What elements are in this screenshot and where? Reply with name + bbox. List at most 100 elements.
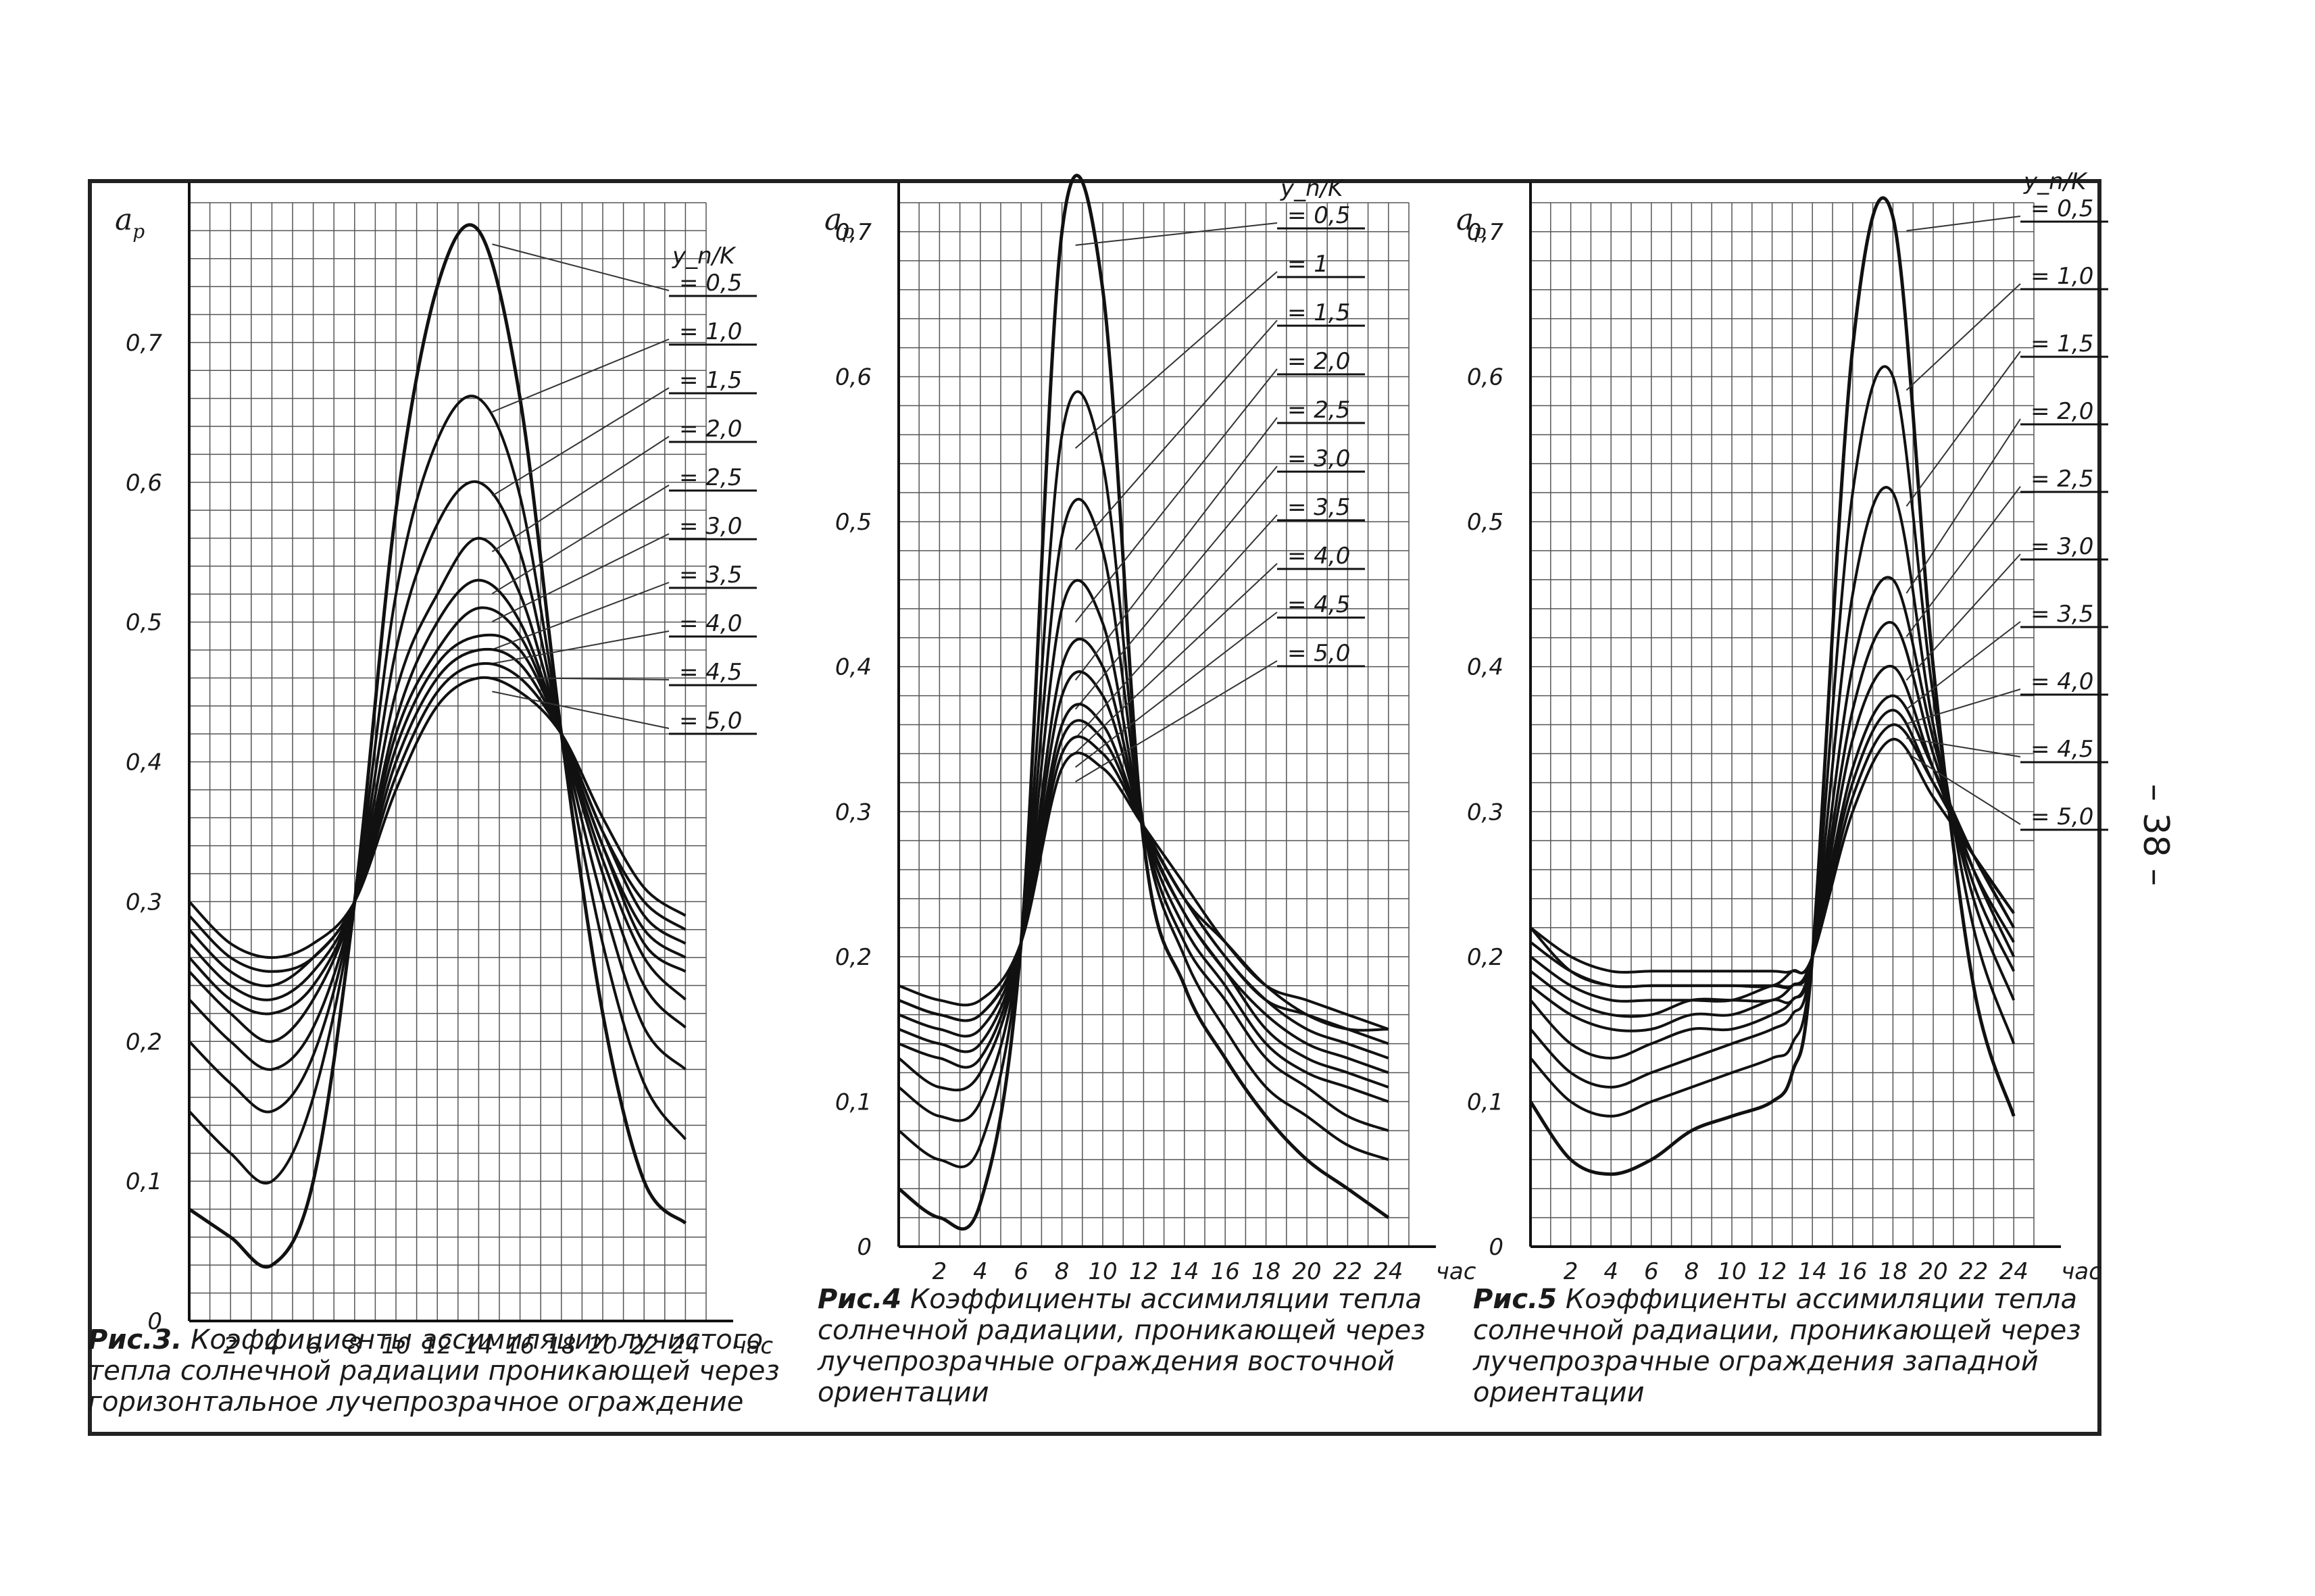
leader-line xyxy=(1906,553,2021,681)
x-tick-label: 12 xyxy=(1129,1258,1158,1285)
legend-label: = 3,0 xyxy=(2031,533,2093,560)
legend-label: = 1 xyxy=(1287,251,1328,278)
legend-header: y_n/K xyxy=(2023,168,2088,195)
caption-fig4-text: Коэффициенты ассимиляции тепла солнечной… xyxy=(818,1284,1426,1408)
series-line-4.5 xyxy=(898,735,1389,1032)
leader-line xyxy=(1074,612,1278,768)
series-line-0.5 xyxy=(897,174,1390,1231)
x-tick-label: 4 xyxy=(1603,1258,1618,1285)
leader-line xyxy=(1906,737,2021,757)
leader-line xyxy=(1074,368,1278,623)
y-tick-label: 0,5 xyxy=(126,609,162,637)
legend-label: = 1,0 xyxy=(679,318,742,345)
legend-label: = 4,0 xyxy=(2031,668,2093,695)
series-line-5.0 xyxy=(188,676,687,959)
chart-4: 00,10,20,30,40,50,60,72 4 6 8 10 12 14 16 18 20 22… xyxy=(824,174,1476,1285)
x-tick-label: 16 xyxy=(1838,1258,1867,1285)
legend-label: = 1,5 xyxy=(2031,330,2093,357)
leader-line xyxy=(1906,283,2021,391)
x-tick-label: 2 xyxy=(932,1258,947,1285)
y-tick-label: 0,3 xyxy=(126,889,162,916)
y-tick-label: 0,2 xyxy=(126,1028,162,1055)
leader-line xyxy=(491,436,670,553)
y-tick-label: 0,7 xyxy=(1467,219,1503,246)
series-line-1.5 xyxy=(897,497,1389,1132)
x-tick-label: 22 xyxy=(1333,1258,1362,1285)
caption-fig3: Рис.3. Коэффициенты ассимиляции лучистог… xyxy=(88,1324,818,1418)
y-tick-label: 0,6 xyxy=(835,364,872,391)
x-tick-label: 12 xyxy=(1758,1258,1787,1285)
leader-line xyxy=(1075,660,1278,782)
x-axis-title: час xyxy=(732,1332,773,1360)
leader-line xyxy=(492,691,670,729)
leader-line xyxy=(491,533,670,622)
x-axis-title: час xyxy=(1436,1258,1476,1285)
x-tick-label: 24 xyxy=(1374,1258,1403,1285)
series-line-1.5 xyxy=(188,480,687,1114)
x-tick-label: 24 xyxy=(671,1332,700,1360)
series-line-3.5 xyxy=(188,633,687,1001)
series-line-5.0 xyxy=(1529,737,2015,974)
series-line-2.5 xyxy=(188,578,687,1043)
leader-line xyxy=(1074,320,1278,551)
x-tick-label: 10 xyxy=(1717,1258,1746,1285)
y-tick-label: 0,7 xyxy=(126,330,162,357)
legend-label: = 5,0 xyxy=(1287,640,1350,667)
leader-line xyxy=(1906,351,2021,507)
legend-label: = 4,5 xyxy=(2031,736,2093,763)
figure-frame xyxy=(88,179,2101,1436)
x-tick-label: 24 xyxy=(1999,1258,2028,1285)
legend-header: y_n/K xyxy=(672,243,737,270)
caption-fig5: Рис.5 Коэффициенты ассимиляции тепла сол… xyxy=(1473,1284,2081,1408)
legend-label: = 1,5 xyxy=(1287,299,1350,326)
leader-line xyxy=(1074,514,1278,739)
x-tick-label: 6 xyxy=(1014,1258,1028,1285)
x-tick-label: 6 xyxy=(306,1332,321,1360)
x-tick-label: 8 xyxy=(1055,1258,1070,1285)
legend-label: = 4,5 xyxy=(1287,591,1350,618)
x-tick-label: 8 xyxy=(1685,1258,1699,1285)
leader-line xyxy=(1906,752,2021,825)
series-line-2.5 xyxy=(898,637,1389,1089)
x-tick-label: 4 xyxy=(973,1258,988,1285)
series-line-1 xyxy=(897,390,1389,1169)
legend-label: = 4,0 xyxy=(1287,543,1350,570)
y-tick-label: 0,5 xyxy=(1467,509,1503,536)
y-tick-label: 0,4 xyxy=(126,749,162,776)
y-axis-title: ap xyxy=(824,203,854,243)
leader-line xyxy=(1075,222,1278,246)
x-tick-label: 4 xyxy=(265,1332,280,1360)
legend-label: = 2,5 xyxy=(2031,466,2093,493)
legend-label: = 2,0 xyxy=(2031,398,2093,425)
y-tick-label: 0,1 xyxy=(126,1168,162,1195)
x-tick-label: 2 xyxy=(1564,1258,1578,1285)
x-tick-label: 2 xyxy=(223,1332,238,1360)
y-tick-label: 0,4 xyxy=(1467,654,1503,681)
chart-3: 00,10,20,30,40,50,60,72 4 6 8 10 12 14 16 18 20 22… xyxy=(115,182,773,1360)
x-tick-label: 22 xyxy=(630,1332,659,1360)
y-tick-label: 0,1 xyxy=(1467,1089,1503,1116)
y-tick-label: 0,1 xyxy=(835,1089,872,1116)
leader-line xyxy=(492,243,670,291)
y-axis-title-sub: p xyxy=(132,220,145,243)
y-tick-label: 0 xyxy=(857,1234,872,1261)
legend-label: = 2,5 xyxy=(679,464,742,491)
y-axis-title-sub: p xyxy=(1474,220,1486,243)
caption-fig4-label: Рис.4 xyxy=(818,1284,902,1315)
legend-label: = 2,0 xyxy=(1287,348,1350,375)
series-line-3.0 xyxy=(898,670,1389,1074)
legend-label: = 0,5 xyxy=(679,270,742,297)
series-line-1.0 xyxy=(1529,365,2016,1118)
y-tick-label: 0,2 xyxy=(835,944,872,971)
caption-fig4: Рис.4 Коэффициенты ассимиляции тепла сол… xyxy=(818,1284,1466,1408)
leader-line xyxy=(1074,466,1278,710)
legend-label: = 0,5 xyxy=(1287,202,1350,229)
caption-fig3-text: Коэффициенты ассимиляции лучистого тепла… xyxy=(88,1324,780,1418)
page-number: – 38 – xyxy=(2135,784,2176,887)
leader-line xyxy=(1906,418,2021,594)
leader-line xyxy=(492,339,670,413)
leader-line xyxy=(1074,417,1278,681)
legend-label: = 2,0 xyxy=(679,416,742,443)
caption-fig5-label: Рис.5 xyxy=(1473,1284,1558,1315)
leader-line xyxy=(1906,689,2021,724)
